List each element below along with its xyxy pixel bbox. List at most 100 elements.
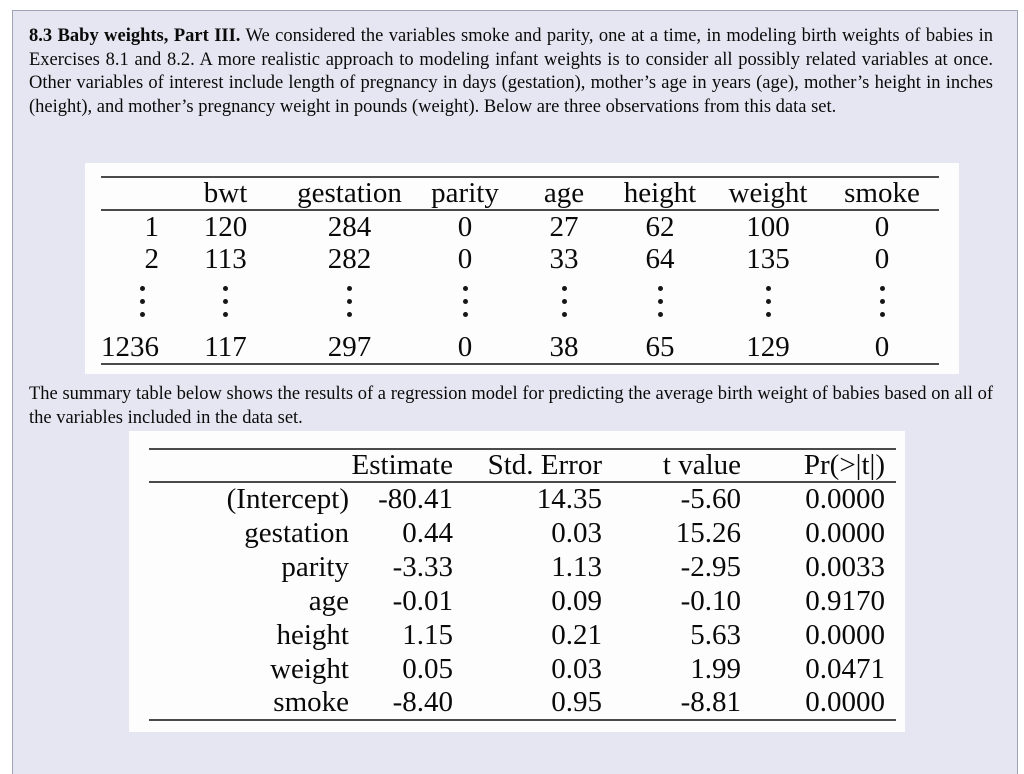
column-header: t value (662, 449, 741, 481)
table-cell: 62 (645, 210, 675, 243)
table-cell: 135 (746, 243, 790, 275)
table-cell: -2.95 (680, 550, 741, 583)
table-cell: age (308, 584, 349, 617)
vdots-cell (519, 276, 609, 331)
table-cell: 0.03 (551, 652, 602, 685)
table-cell: gestation (244, 516, 349, 549)
table-cell: 284 (327, 210, 372, 243)
table-cell: 0.44 (402, 516, 453, 549)
table-cell: 0 (457, 243, 473, 275)
vdots-icon (462, 286, 468, 291)
vdots-cell (101, 276, 163, 331)
table-cell: 0.05 (402, 652, 453, 685)
regression-table-panel: Estimate Std. Error t value Pr(>|t|) (Inter… (129, 431, 905, 732)
column-header: smoke (844, 177, 920, 209)
column-header: Estimate (351, 449, 453, 481)
table-row: 2 113 282 0 33 64 135 0 (101, 243, 939, 276)
table-cell: 297 (327, 330, 372, 363)
table-cell: 0 (874, 243, 890, 275)
column-header: height (623, 177, 697, 209)
column-header: gestation (297, 177, 402, 209)
table-cell: 1 (144, 210, 160, 243)
table-row: age -0.01 0.09 -0.10 0.9170 (149, 584, 896, 618)
table-cell: 0.95 (551, 686, 602, 718)
table-cell: -80.41 (378, 483, 453, 515)
table-cell: 0.0000 (805, 618, 885, 651)
table-cell: 113 (204, 243, 247, 275)
table-cell: 0.0471 (805, 652, 885, 685)
table-cell: 0.09 (551, 584, 602, 617)
table-cell: 0.0000 (805, 516, 885, 549)
ellipsis-row (101, 276, 939, 331)
column-header: Std. Error (487, 449, 602, 481)
summary-paragraph: The summary table below shows the result… (29, 384, 993, 428)
exercise-title: 8.3 Baby weights, Part III. (29, 26, 241, 46)
table-cell: 64 (645, 243, 675, 275)
table-cell: 0 (874, 210, 890, 243)
table-cell: 1.13 (551, 550, 602, 583)
table-row: (Intercept) -80.41 14.35 -5.60 0.0000 (149, 482, 896, 516)
table-cell: 282 (327, 243, 372, 275)
observations-header-row: bwt gestation parity age height weight smoke (101, 177, 939, 210)
table-row: parity -3.33 1.13 -2.95 0.0033 (149, 550, 896, 584)
table-cell: 0.0000 (805, 483, 885, 515)
table-cell: 33 (549, 243, 579, 275)
vdots-cell (411, 276, 519, 331)
table-row: 1236 117 297 0 38 65 129 0 (101, 331, 939, 364)
exercise-intro-text: We considered the variables smoke and pa… (29, 26, 993, 117)
table-cell: -5.60 (680, 483, 741, 515)
table-cell: 65 (645, 330, 675, 363)
vdots-cell (288, 276, 411, 331)
table-cell: 1.99 (690, 652, 741, 685)
table-cell: 1.15 (402, 618, 453, 651)
table-cell: 0.0033 (805, 550, 885, 583)
column-header: weight (728, 177, 808, 209)
vdots-icon (347, 286, 352, 291)
table-row: height 1.15 0.21 5.63 0.0000 (149, 618, 896, 652)
table-cell: -0.10 (680, 584, 741, 617)
table-cell: 0.0000 (805, 686, 885, 718)
table-cell: smoke (273, 686, 349, 718)
regression-summary-table: Estimate Std. Error t value Pr(>|t|) (Inter… (149, 448, 896, 721)
table-cell: 0 (874, 330, 890, 363)
vdots-cell (609, 276, 711, 331)
table-cell: 1236 (101, 330, 159, 363)
regression-header-row: Estimate Std. Error t value Pr(>|t|) (149, 449, 896, 482)
table-cell: parity (281, 550, 349, 583)
table-cell: 100 (746, 210, 790, 243)
vdots-icon (140, 286, 145, 291)
table-cell: 0 (457, 330, 473, 363)
column-header: age (543, 177, 585, 209)
table-cell: 5.63 (690, 618, 741, 651)
observations-table: bwt gestation parity age height weight smoke 1… (101, 176, 939, 365)
table-cell: 15.26 (675, 516, 741, 549)
table-cell: 14.35 (536, 483, 602, 515)
table-row: weight 0.05 0.03 1.99 0.0471 (149, 652, 896, 686)
vdots-cell (825, 276, 939, 331)
vdots-icon (765, 286, 771, 291)
vdots-icon (223, 286, 228, 291)
vdots-icon (561, 286, 567, 291)
table-cell: -0.01 (392, 584, 453, 617)
table-cell: 0 (457, 210, 473, 243)
vdots-cell (163, 276, 288, 331)
table-cell: height (276, 618, 350, 651)
table-cell: 120 (203, 210, 248, 243)
table-cell: (Intercept) (226, 483, 349, 515)
table-row: 1 120 284 0 27 62 100 0 (101, 210, 939, 243)
column-header (149, 449, 349, 482)
column-header (101, 177, 163, 210)
vdots-cell (711, 276, 825, 331)
table-cell: -3.33 (392, 550, 453, 583)
table-cell: 117 (204, 330, 247, 363)
table-row: smoke -8.40 0.95 -8.81 0.0000 (149, 686, 896, 720)
table-cell: 27 (549, 210, 579, 243)
observations-table-panel: bwt gestation parity age height weight smoke 1… (85, 163, 959, 374)
table-cell: 0.21 (551, 618, 602, 651)
exercise-intro-paragraph: 8.3 Baby weights, Part III. We considere… (29, 25, 993, 119)
vdots-icon (879, 286, 885, 291)
table-cell: weight (270, 652, 349, 685)
column-header: parity (431, 177, 499, 209)
column-header: bwt (203, 177, 248, 209)
